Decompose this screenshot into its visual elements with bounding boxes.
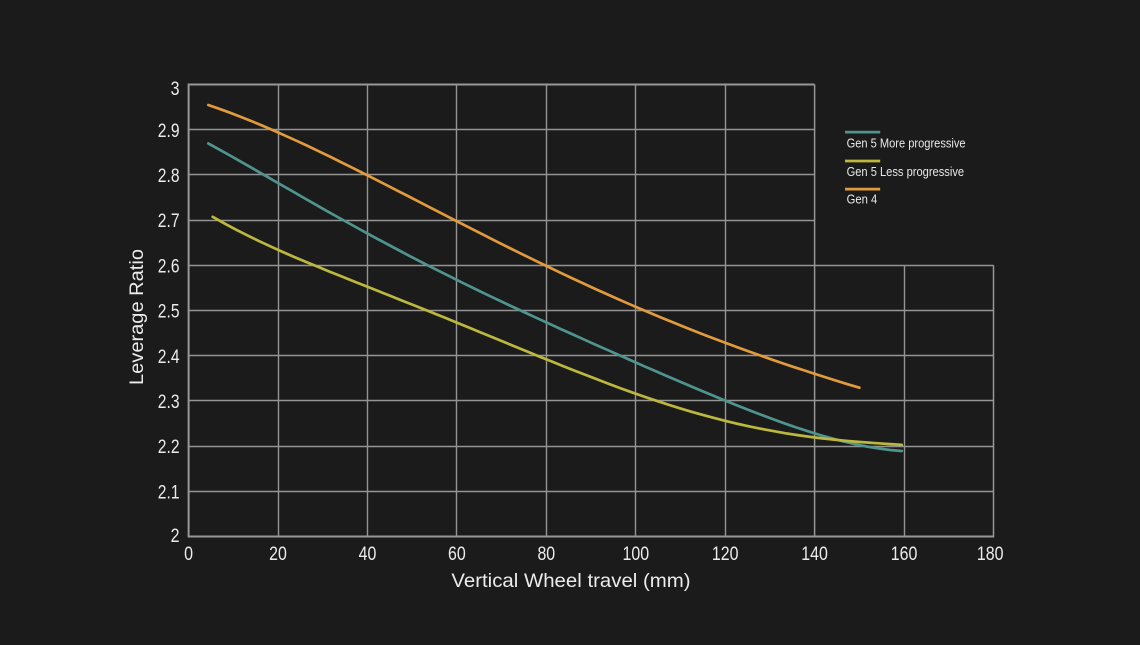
svg-text:2.6: 2.6: [158, 255, 180, 277]
svg-text:Gen 5 More progressive: Gen 5 More progressive: [847, 136, 966, 151]
svg-text:120: 120: [712, 543, 739, 565]
svg-text:2.4: 2.4: [158, 346, 180, 368]
svg-text:2.8: 2.8: [158, 165, 180, 187]
svg-text:Gen 5 Less progressive: Gen 5 Less progressive: [847, 164, 965, 179]
svg-text:2.1: 2.1: [158, 481, 180, 503]
svg-text:140: 140: [801, 543, 828, 565]
svg-text:2.9: 2.9: [158, 120, 180, 142]
svg-text:180: 180: [977, 543, 1004, 565]
svg-text:2.3: 2.3: [158, 391, 180, 413]
svg-text:Gen 4: Gen 4: [847, 192, 878, 207]
svg-text:2: 2: [171, 525, 180, 547]
svg-text:Vertical Wheel travel (mm): Vertical Wheel travel (mm): [451, 570, 690, 592]
svg-text:2.2: 2.2: [158, 436, 180, 458]
svg-text:20: 20: [269, 543, 287, 565]
svg-text:160: 160: [891, 543, 918, 565]
svg-text:0: 0: [184, 543, 193, 565]
svg-text:2.5: 2.5: [158, 301, 180, 323]
svg-text:40: 40: [359, 543, 377, 565]
svg-text:2.7: 2.7: [158, 210, 180, 232]
svg-text:3: 3: [171, 78, 180, 100]
svg-text:60: 60: [448, 543, 466, 565]
svg-text:Leverage Ratio: Leverage Ratio: [126, 249, 148, 385]
svg-text:100: 100: [623, 543, 650, 565]
svg-text:80: 80: [537, 543, 555, 565]
